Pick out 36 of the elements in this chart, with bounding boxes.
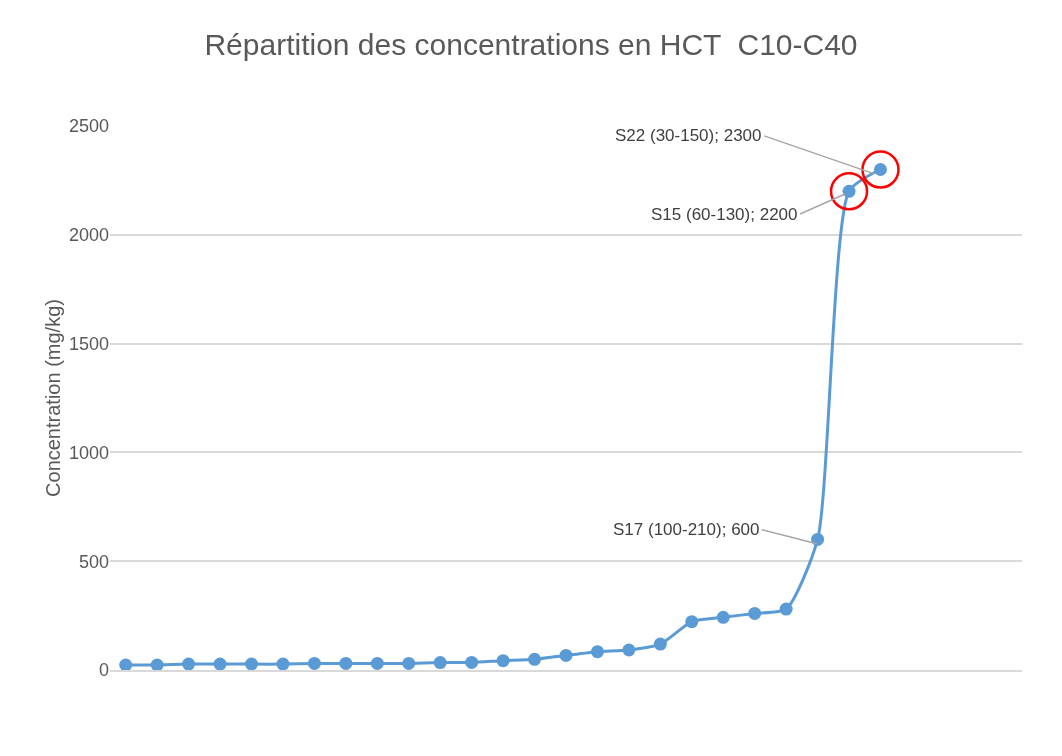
point: [119, 658, 133, 672]
point: [622, 643, 636, 657]
point: [559, 648, 573, 662]
point: [402, 656, 416, 670]
point: [213, 657, 227, 671]
y-tick-label: 1000: [68, 442, 109, 463]
point: [150, 658, 164, 672]
y-axis-title: Concentration (mg/kg): [42, 299, 64, 497]
point: [779, 602, 793, 616]
chart-title: Répartition des concentrations en HCT C10-C40: [204, 28, 858, 62]
point: [861, 150, 900, 189]
point: [182, 657, 196, 671]
point: [433, 656, 447, 670]
y-tick-label: 2000: [68, 225, 109, 246]
point: [370, 656, 384, 670]
point: [339, 656, 353, 670]
point: [653, 637, 667, 651]
point: [685, 615, 699, 629]
point: [528, 652, 542, 666]
point: [829, 172, 869, 211]
point: [307, 656, 321, 670]
y-tick-label: 0: [98, 660, 109, 681]
point: [748, 606, 762, 620]
point: [465, 655, 479, 669]
y-tick-label: 2500: [68, 116, 109, 137]
y-tick-label: 1500: [68, 333, 109, 354]
annotation: S17 (100-210); 600: [613, 520, 760, 539]
point: [590, 645, 604, 659]
point: [496, 654, 510, 668]
point: [245, 657, 259, 671]
annotation: S22 (30-150); 2300: [615, 126, 762, 145]
point: [811, 532, 825, 546]
y-tick-label: 500: [78, 551, 109, 572]
point: [716, 610, 730, 624]
annotation: S15 (60-130); 2200: [651, 205, 798, 224]
point: [276, 657, 290, 671]
